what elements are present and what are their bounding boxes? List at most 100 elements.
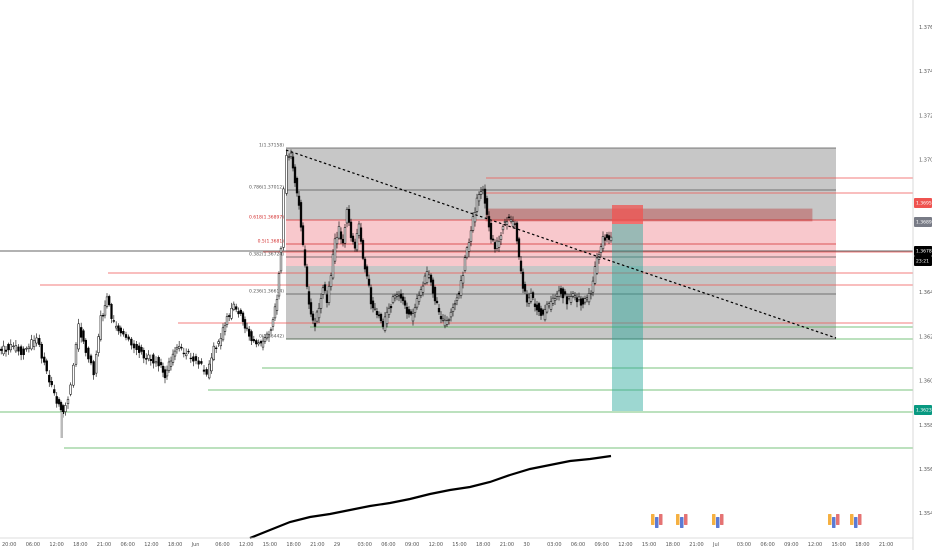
- candle-body: [399, 293, 403, 299]
- candle-body: [145, 358, 148, 360]
- candle-body: [180, 347, 183, 349]
- candle-body: [287, 156, 291, 158]
- candle-body: [14, 345, 18, 352]
- candle-body: [17, 346, 20, 352]
- candle-body: [0, 348, 3, 351]
- candle-body: [225, 316, 229, 325]
- candle-body: [463, 257, 467, 271]
- candle-body: [80, 327, 83, 338]
- candle-body: [487, 216, 491, 228]
- candle-body: [35, 337, 38, 344]
- candle-body: [124, 334, 128, 338]
- stop-loss-zone[interactable]: [612, 205, 643, 224]
- trend-line[interactable]: [285, 149, 837, 339]
- candle-body: [115, 325, 118, 329]
- candle-body: [391, 296, 395, 303]
- candle-body: [55, 396, 58, 404]
- price-tag: 1.36231: [914, 405, 932, 415]
- flag-icon[interactable]: [651, 514, 663, 528]
- flag-icon[interactable]: [828, 514, 840, 528]
- candle-body: [163, 369, 167, 379]
- time-tick-label: 06:00: [215, 542, 229, 548]
- candle-body: [401, 296, 405, 301]
- time-axis[interactable]: 20:00 06:00 12:00 18:00 21:00 06:00 12:00 18:00…: [0, 537, 913, 548]
- candle-body: [409, 311, 413, 315]
- candle-body: [607, 235, 611, 240]
- time-tick-label: 15:00: [642, 542, 656, 548]
- candle-body: [347, 208, 351, 223]
- candle-body: [565, 296, 569, 305]
- candle-body: [357, 223, 361, 236]
- fib-level-label: 0.786(1.37012): [249, 185, 284, 191]
- candle-body: [333, 238, 337, 262]
- candle-body: [455, 297, 459, 301]
- economic-event-markers[interactable]: [651, 514, 862, 528]
- candle-body: [161, 365, 165, 373]
- candle-body: [127, 336, 130, 340]
- candle-body: [122, 331, 125, 335]
- svg-text:1.36897: 1.36897: [916, 220, 932, 226]
- candle-body: [187, 350, 190, 353]
- flag-icon[interactable]: [712, 514, 724, 528]
- take-profit-zone[interactable]: [612, 224, 643, 411]
- candle-body: [271, 319, 275, 327]
- candle-body: [263, 337, 267, 342]
- svg-text:1.36784: 1.36784: [916, 249, 932, 255]
- candle-body: [385, 311, 389, 325]
- resistance-zone-box[interactable]: [485, 208, 813, 222]
- candle-body: [291, 156, 295, 169]
- candle-body: [305, 266, 309, 287]
- candle-body: [471, 216, 475, 231]
- candle-body: [192, 356, 195, 362]
- candle-body: [9, 344, 12, 351]
- time-tick-label: 15:00: [832, 542, 846, 548]
- candle-body: [507, 216, 511, 219]
- candle-body: [459, 280, 463, 296]
- candle-body: [553, 298, 557, 301]
- candle-body: [69, 384, 72, 395]
- candle-body: [447, 319, 451, 321]
- candle-body: [497, 240, 501, 248]
- candlestick-series: [0, 149, 613, 438]
- candle-body: [89, 355, 93, 364]
- time-tick-label: 18:00: [73, 542, 87, 548]
- candle-body: [228, 315, 231, 317]
- candle-body: [581, 298, 585, 305]
- candle-body: [373, 307, 377, 310]
- candle-body: [501, 226, 505, 231]
- candle-body: [173, 350, 177, 357]
- price-tag: 23:21: [914, 256, 932, 266]
- candle-body: [465, 247, 469, 258]
- candle-body: [230, 307, 233, 319]
- time-tick-label: 21:00: [689, 542, 703, 548]
- candle-body: [289, 152, 293, 157]
- candle-body: [509, 219, 513, 222]
- candle-body: [339, 231, 343, 240]
- candle-body: [563, 291, 567, 295]
- fib-level-label: 0.382(1.36724): [249, 252, 284, 258]
- time-tick-label: 21:00: [879, 542, 893, 548]
- candle-body: [117, 325, 120, 332]
- candle-body: [593, 266, 597, 284]
- candle-body: [223, 325, 227, 332]
- candle-body: [557, 290, 561, 297]
- price-axis[interactable]: 1.376001.374001.372001.370001.368001.366…: [912, 0, 932, 550]
- candle-body: [577, 296, 581, 300]
- flag-icon[interactable]: [850, 514, 862, 528]
- candle-body: [589, 293, 593, 295]
- flag-icon[interactable]: [676, 514, 688, 528]
- price-tick-label: 1.36400: [919, 290, 932, 296]
- price-tick-label: 1.36200: [919, 334, 932, 340]
- candle-body: [235, 306, 238, 310]
- candle-body: [475, 197, 479, 212]
- candle-body: [154, 361, 158, 364]
- candle-body: [112, 320, 115, 322]
- time-tick-label: 03:00: [358, 542, 372, 548]
- candle-body: [45, 360, 48, 372]
- candle-body: [477, 194, 481, 202]
- candle-body: [387, 307, 391, 315]
- candle-body: [99, 315, 102, 340]
- candle-body: [437, 307, 441, 313]
- candle-body: [132, 343, 136, 349]
